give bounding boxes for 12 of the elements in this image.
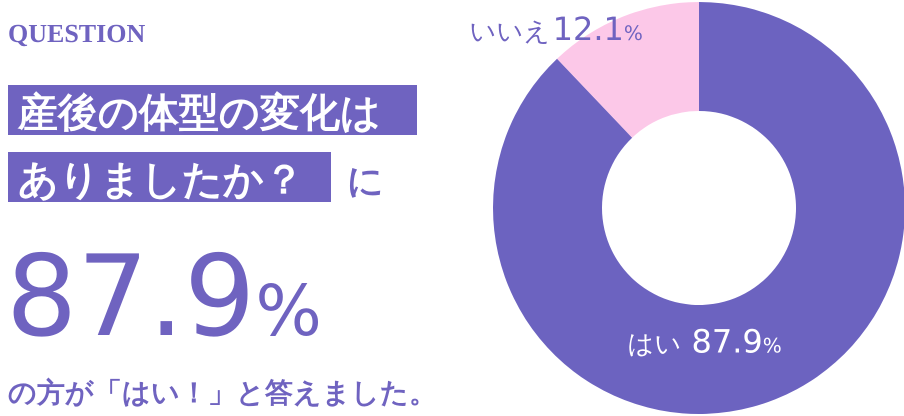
donut-slice (493, 2, 904, 414)
text: の方が「はい！」と答えました。 (8, 376, 437, 409)
text: 87.9% (6, 232, 322, 362)
data-label: 12.1% (552, 10, 643, 48)
donut-slice (557, 2, 699, 138)
text: 産後の体型の変化は (17, 90, 381, 136)
text: QUESTION (8, 19, 146, 48)
text: ありましたか？ (18, 157, 304, 203)
text: に (347, 161, 384, 202)
data-label: 87.9% (692, 322, 782, 360)
slice-label: はい (628, 329, 682, 360)
slice-label: いいえ (470, 16, 551, 47)
